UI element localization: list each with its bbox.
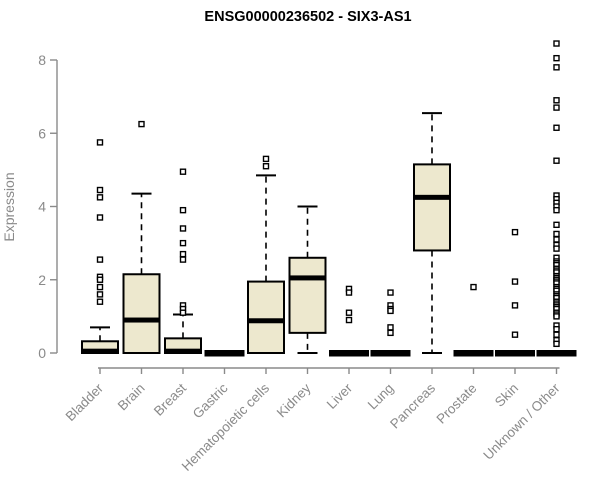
median-line: [122, 317, 161, 323]
boxplot-brain: [122, 120, 161, 355]
outlier-point: [345, 309, 353, 316]
outlier-point: [553, 331, 560, 338]
outlier-point: [511, 228, 519, 236]
boxplot-bladder: [81, 139, 119, 354]
outlier-point: [553, 97, 560, 104]
iqr-box: [247, 280, 285, 354]
chart-title: ENSG00000236502 - SIX3-AS1: [204, 9, 411, 25]
outlier-point: [179, 256, 187, 263]
median-line: [247, 318, 285, 324]
boxplot-breast: [164, 168, 202, 355]
outlier-point: [553, 340, 560, 348]
outlier-point: [553, 124, 560, 131]
boxplot-unknown-other: [536, 40, 577, 357]
outlier-point: [138, 120, 145, 128]
outlier-point: [553, 236, 560, 243]
x-category-label: Skin: [492, 381, 521, 410]
x-category-label: Gastric: [190, 380, 231, 421]
boxplot-liver: [329, 285, 369, 357]
outlier-point: [553, 206, 560, 214]
outlier-point: [262, 155, 270, 163]
outlier-point: [553, 221, 560, 229]
x-category-label: Unknown / Other: [480, 380, 563, 463]
boxplot-skin: [495, 228, 535, 357]
collapsed-box: [370, 350, 411, 357]
median-line: [288, 275, 327, 281]
y-tick-label: 8: [38, 52, 46, 68]
collapsed-box: [495, 350, 535, 357]
boxplot-gastric: [204, 350, 245, 357]
y-tick-label: 2: [38, 272, 46, 288]
outlier-point: [179, 309, 187, 316]
outlier-point: [387, 289, 394, 296]
collapsed-box: [536, 350, 577, 357]
outlier-point: [345, 289, 353, 296]
x-category-label: Brain: [115, 381, 148, 414]
x-category-label: Kidney: [274, 380, 314, 420]
outlier-point: [387, 329, 394, 337]
outlier-point: [179, 225, 187, 232]
outlier-point: [179, 239, 187, 247]
outlier-point: [553, 104, 560, 111]
outlier-point: [262, 163, 270, 170]
boxplot-hematopoietic-cells: [247, 155, 285, 354]
outlier-point: [96, 298, 104, 305]
outlier-point: [553, 325, 560, 333]
outlier-point: [96, 186, 104, 194]
outlier-point: [179, 250, 187, 258]
x-category-label: Breast: [151, 380, 189, 418]
y-axis-label: Expression: [1, 172, 17, 241]
outlier-point: [96, 283, 104, 291]
x-category-label: Liver: [324, 380, 356, 412]
boxplot-kidney: [288, 205, 327, 354]
median-line: [164, 348, 202, 354]
x-category-label: Prostate: [433, 381, 479, 427]
boxplot-lung: [370, 289, 411, 357]
outlier-point: [96, 214, 104, 221]
boxplot-prostate: [453, 283, 494, 357]
outlier-point: [553, 157, 560, 164]
x-category-label: Bladder: [63, 380, 107, 424]
y-tick-label: 4: [38, 199, 46, 215]
outlier-point: [387, 307, 394, 315]
outlier-point: [96, 276, 104, 283]
outlier-point: [553, 313, 560, 320]
outlier-point: [179, 206, 187, 214]
outlier-point: [470, 283, 477, 291]
outlier-point: [511, 331, 519, 338]
collapsed-box: [204, 350, 245, 357]
outlier-point: [179, 168, 187, 175]
boxplot-pancreas: [413, 112, 451, 354]
y-tick-label: 0: [38, 345, 46, 361]
outlier-point: [553, 245, 560, 252]
outlier-point: [553, 230, 560, 238]
iqr-box: [288, 256, 327, 334]
iqr-box: [413, 163, 451, 252]
outlier-point: [387, 324, 394, 331]
outlier-point: [96, 291, 104, 298]
iqr-box: [122, 273, 161, 355]
collapsed-box: [453, 350, 494, 357]
outlier-point: [553, 54, 560, 62]
median-line: [413, 194, 451, 200]
outlier-point: [553, 64, 560, 71]
median-line: [81, 348, 119, 354]
y-tick-label: 6: [38, 125, 46, 141]
outlier-point: [96, 139, 104, 146]
box-series: [81, 40, 577, 357]
outlier-point: [345, 316, 353, 324]
outlier-point: [96, 194, 104, 201]
x-category-label: Pancreas: [387, 380, 438, 431]
outlier-point: [511, 302, 519, 309]
outlier-point: [553, 40, 560, 47]
outlier-point: [96, 256, 104, 263]
x-category-label: Lung: [365, 381, 397, 413]
collapsed-box: [329, 350, 369, 357]
outlier-point: [511, 278, 519, 285]
